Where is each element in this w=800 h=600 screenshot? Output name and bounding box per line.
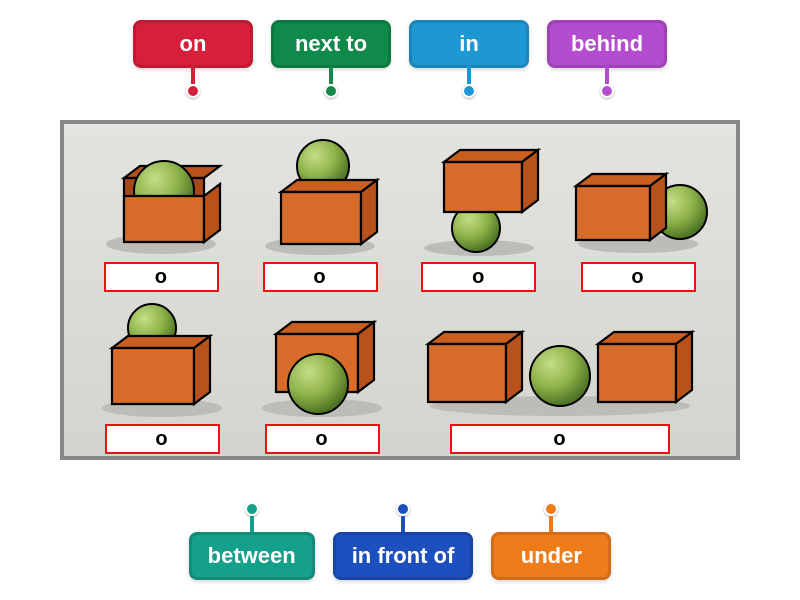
diagram-row-1: o o o (82, 136, 718, 292)
diagram-behind-icon (82, 298, 242, 418)
drop-slot[interactable]: o (421, 262, 536, 292)
cell-on: o (241, 136, 400, 292)
tag-on[interactable]: on (133, 20, 253, 98)
diagram-under-icon (404, 136, 554, 256)
tag-next-to[interactable]: next to (271, 20, 391, 98)
drop-slot[interactable]: o (265, 424, 380, 454)
cell-between: o (402, 298, 718, 454)
tag-label: behind (571, 31, 643, 57)
tag-label: under (521, 543, 582, 569)
drop-slot[interactable]: o (450, 424, 670, 454)
drop-slot[interactable]: o (105, 424, 220, 454)
cell-in: o (82, 136, 241, 292)
tag-behind[interactable]: behind (547, 20, 667, 98)
tag-under[interactable]: under (491, 502, 611, 580)
bottom-tags-row: between in front of under (0, 502, 800, 580)
cell-next-to: o (558, 136, 718, 292)
cell-under: o (399, 136, 558, 292)
diagram-in-icon (86, 136, 236, 256)
diagram-row-2: o o (82, 298, 718, 454)
diagram-in-front-of-icon (242, 298, 402, 418)
tag-label: in (459, 31, 479, 57)
diagram-next-to-icon (558, 136, 718, 256)
cell-behind: o (82, 298, 242, 454)
tag-in[interactable]: in (409, 20, 529, 98)
tag-between[interactable]: between (189, 502, 315, 580)
tag-label: on (180, 31, 207, 57)
drop-slot[interactable]: o (263, 262, 378, 292)
tag-label: next to (295, 31, 367, 57)
tag-in-front-of[interactable]: in front of (333, 502, 474, 580)
top-tags-row: on next to in behind (0, 20, 800, 98)
diagram-on-icon (245, 136, 395, 256)
drop-slot[interactable]: o (581, 262, 696, 292)
cell-in-front-of: o (242, 298, 402, 454)
diagram-board: o o o (60, 120, 740, 460)
tag-label: between (208, 543, 296, 569)
drop-slot[interactable]: o (104, 262, 219, 292)
diagram-between-icon (410, 298, 710, 418)
tag-label: in front of (352, 543, 455, 569)
